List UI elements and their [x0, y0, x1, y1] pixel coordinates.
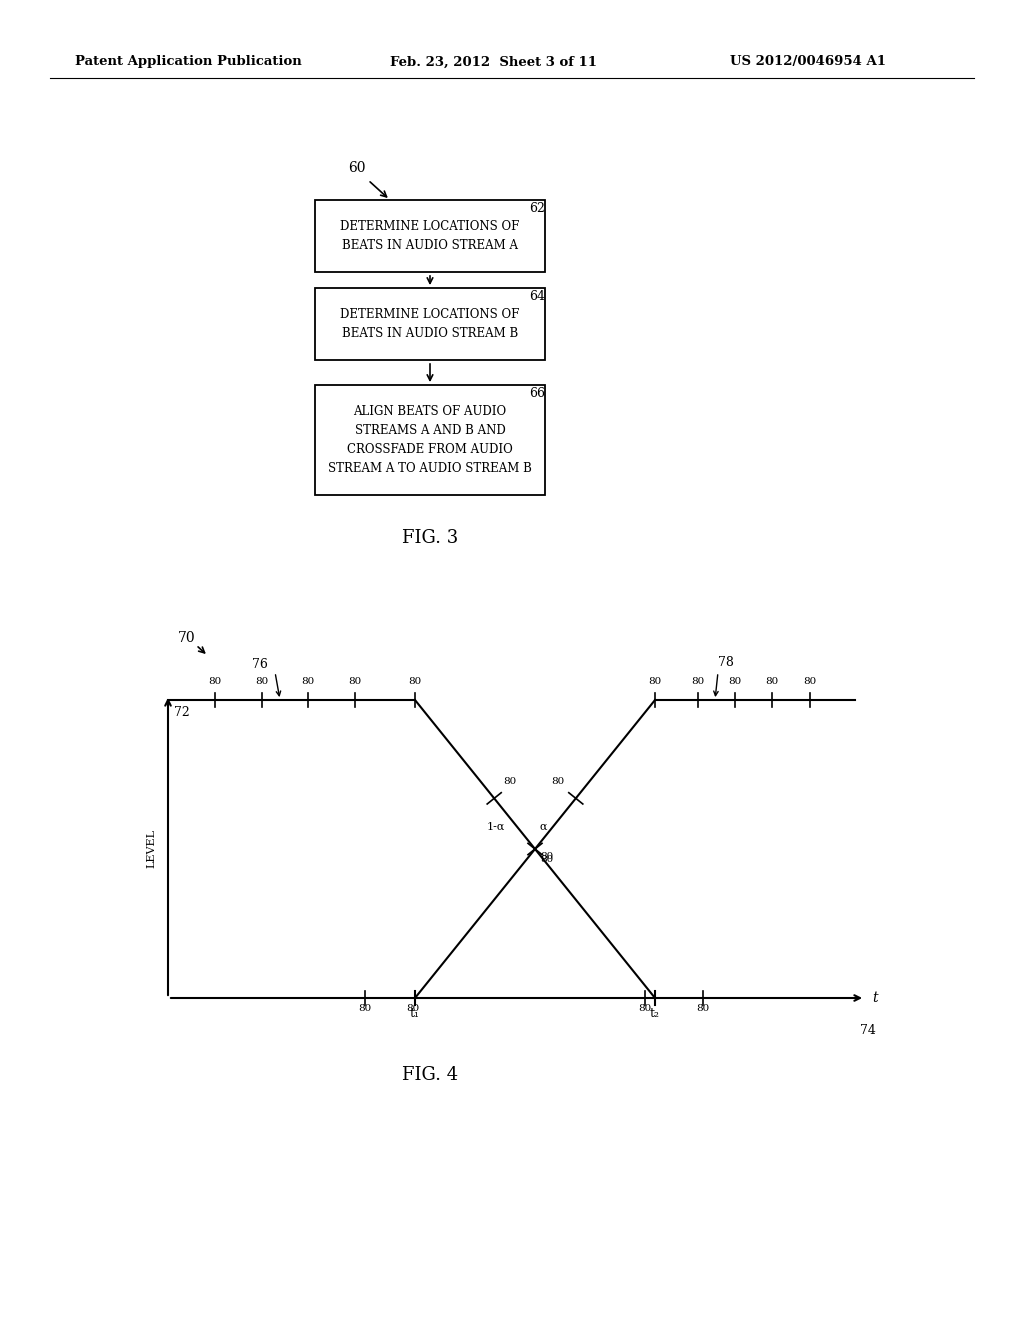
Text: 62: 62	[529, 202, 545, 215]
Text: FIG. 3: FIG. 3	[401, 529, 458, 546]
Bar	[315, 385, 545, 495]
Text: 80: 80	[409, 677, 422, 686]
Text: 80: 80	[540, 855, 553, 865]
Text: 80: 80	[504, 777, 517, 787]
Text: α: α	[539, 822, 547, 832]
Text: 78: 78	[718, 656, 734, 668]
Text: FIG. 4: FIG. 4	[402, 1067, 458, 1084]
Text: 66: 66	[529, 387, 545, 400]
Text: Patent Application Publication: Patent Application Publication	[75, 55, 302, 69]
Text: 1-α: 1-α	[486, 822, 505, 832]
Text: 80: 80	[551, 777, 564, 787]
Text: 80: 80	[696, 1005, 710, 1012]
Text: US 2012/0046954 A1: US 2012/0046954 A1	[730, 55, 886, 69]
Text: 80: 80	[255, 677, 268, 686]
Text: LEVEL: LEVEL	[146, 829, 156, 869]
Text: 80: 80	[691, 677, 705, 686]
Text: t₂: t₂	[650, 1007, 660, 1020]
Text: 80: 80	[540, 851, 553, 861]
Text: 80: 80	[765, 677, 778, 686]
Text: 80: 80	[358, 1005, 372, 1012]
Text: t: t	[872, 991, 878, 1005]
Bar	[315, 288, 545, 360]
Text: 74: 74	[860, 1023, 876, 1036]
Text: 70: 70	[178, 631, 196, 645]
Text: 76: 76	[252, 657, 268, 671]
Text: ALIGN BEATS OF AUDIO
STREAMS A AND B AND
CROSSFADE FROM AUDIO
STREAM A TO AUDIO : ALIGN BEATS OF AUDIO STREAMS A AND B AND…	[328, 405, 531, 475]
Text: 80: 80	[301, 677, 314, 686]
Text: 80: 80	[804, 677, 816, 686]
Text: 72: 72	[174, 706, 189, 719]
Text: 80: 80	[638, 1005, 651, 1012]
Text: 80: 80	[348, 677, 361, 686]
Text: t₁: t₁	[410, 1007, 420, 1020]
Text: 80: 80	[728, 677, 741, 686]
Text: Feb. 23, 2012  Sheet 3 of 11: Feb. 23, 2012 Sheet 3 of 11	[390, 55, 597, 69]
Text: DETERMINE LOCATIONS OF
BEATS IN AUDIO STREAM B: DETERMINE LOCATIONS OF BEATS IN AUDIO ST…	[340, 308, 520, 341]
Text: 80: 80	[208, 677, 221, 686]
Text: 80: 80	[648, 677, 662, 686]
Text: DETERMINE LOCATIONS OF
BEATS IN AUDIO STREAM A: DETERMINE LOCATIONS OF BEATS IN AUDIO ST…	[340, 220, 520, 252]
Text: 60: 60	[348, 161, 366, 176]
Text: 64: 64	[529, 290, 545, 304]
Bar	[315, 201, 545, 272]
Text: 80: 80	[407, 1005, 420, 1012]
